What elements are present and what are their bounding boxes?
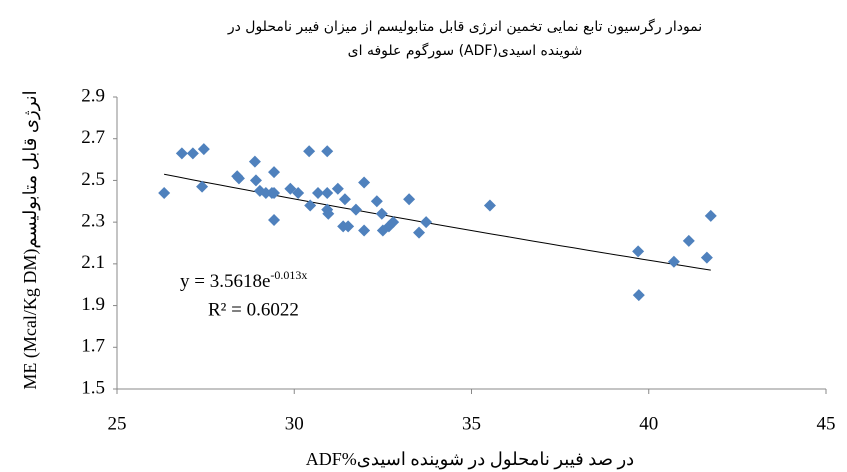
data-point bbox=[358, 224, 371, 237]
x-tick-label: 40 bbox=[639, 413, 658, 434]
x-tick-label: 35 bbox=[462, 413, 481, 434]
equation-base: y = 3.5618e bbox=[180, 271, 270, 292]
data-point bbox=[349, 203, 362, 216]
data-point bbox=[268, 166, 281, 179]
y-tick-label: 1.7 bbox=[81, 336, 105, 357]
trend-r2: R² = 0.6022 bbox=[208, 299, 299, 320]
data-point bbox=[232, 172, 245, 185]
equation-exponent: -0.013x bbox=[270, 268, 307, 282]
y-tick-label: 1.5 bbox=[81, 377, 105, 398]
data-point bbox=[304, 199, 317, 212]
data-point bbox=[403, 193, 416, 206]
y-axis-label: ME (Mcal/Kg DM)انرژی قابل متابولیسم bbox=[20, 90, 41, 389]
x-tick-label: 45 bbox=[817, 413, 836, 434]
data-point bbox=[342, 220, 355, 233]
data-point bbox=[197, 143, 210, 156]
data-point bbox=[175, 147, 188, 160]
y-tick-label: 2.7 bbox=[81, 127, 105, 148]
data-point bbox=[196, 180, 209, 193]
y-tick-label: 2.3 bbox=[81, 211, 105, 232]
x-tick-label: 30 bbox=[285, 413, 304, 434]
data-point bbox=[338, 193, 351, 206]
data-point bbox=[483, 199, 496, 212]
data-point bbox=[259, 186, 272, 199]
data-point bbox=[248, 155, 261, 168]
trendline bbox=[164, 173, 711, 271]
data-point bbox=[700, 251, 713, 264]
data-point bbox=[413, 226, 426, 239]
data-point bbox=[420, 216, 433, 229]
data-point bbox=[632, 245, 645, 258]
data-point bbox=[303, 145, 316, 158]
x-axis-label: ADF%در صد فیبر نامحلول در شوینده اسیدی bbox=[306, 449, 634, 470]
data-point bbox=[312, 186, 325, 199]
y-tick-label: 2.1 bbox=[81, 252, 105, 273]
trend-equation: y = 3.5618e-0.013x bbox=[180, 268, 307, 293]
x-tick-label: 25 bbox=[108, 413, 127, 434]
data-point bbox=[331, 182, 344, 195]
data-point bbox=[632, 289, 645, 302]
data-point bbox=[370, 195, 383, 208]
data-point bbox=[321, 186, 334, 199]
data-point bbox=[268, 186, 281, 199]
data-point bbox=[321, 145, 334, 158]
data-point bbox=[322, 207, 335, 220]
chart-title: نمودار رگرسیون تابع نمایی تخمین انرژی قا… bbox=[227, 18, 702, 35]
data-point bbox=[249, 174, 262, 187]
y-tick-label: 2.5 bbox=[81, 169, 105, 190]
data-point bbox=[186, 147, 199, 160]
data-point bbox=[704, 209, 717, 222]
y-tick-label: 2.9 bbox=[81, 85, 105, 106]
data-point bbox=[268, 214, 281, 227]
y-tick-label: 1.9 bbox=[81, 294, 105, 315]
data-point bbox=[375, 207, 388, 220]
data-point bbox=[667, 255, 680, 268]
data-point bbox=[358, 176, 371, 189]
data-point bbox=[682, 234, 695, 247]
data-point bbox=[158, 186, 171, 199]
data-point bbox=[387, 216, 400, 229]
data-point bbox=[292, 186, 305, 199]
chart-title: شوینده اسیدی(ADF) سورگوم علوفه ای bbox=[348, 42, 583, 59]
